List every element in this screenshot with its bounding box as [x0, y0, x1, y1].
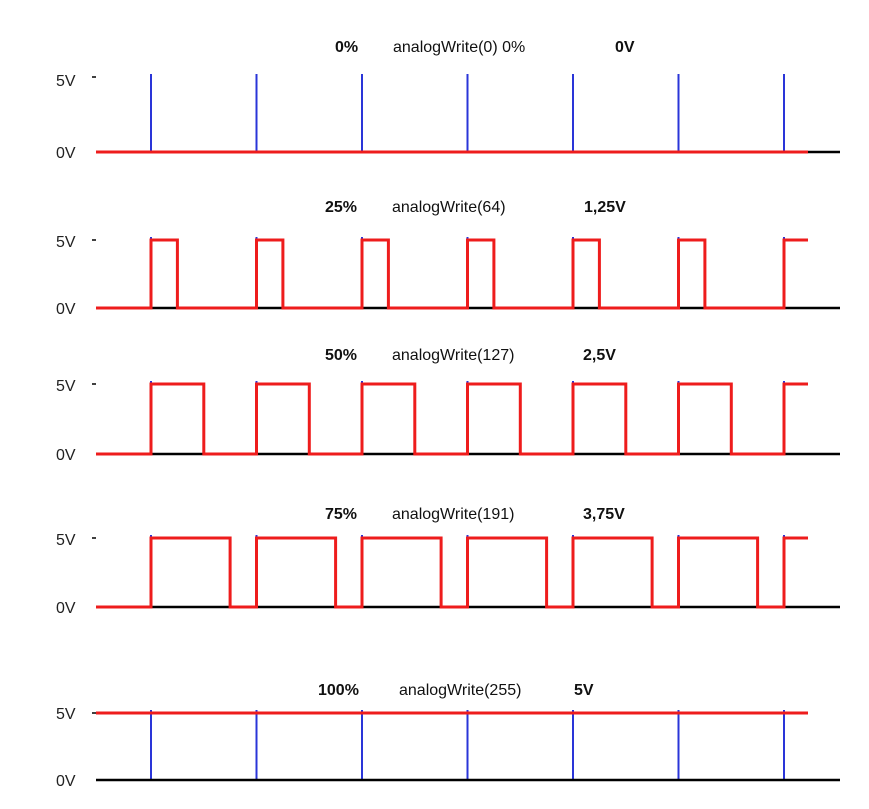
high-level-label: 5V [56, 532, 76, 549]
clock-ticks [150, 710, 785, 780]
analog-write-call-title: analogWrite(0) 0% [393, 39, 525, 56]
duty-percent-title: 75% [325, 506, 357, 523]
analog-write-call-title: analogWrite(191) [392, 506, 514, 523]
duty-percent-title: 25% [325, 199, 357, 216]
analog-write-call-title: analogWrite(64) [392, 199, 506, 216]
low-level-label: 0V [56, 145, 76, 162]
low-level-label: 0V [56, 773, 76, 790]
pwm-row-25: 25% analogWrite(64) 1,25V 5V 0V [56, 199, 840, 318]
high-level-label: 5V [56, 73, 76, 90]
duty-percent-title: 100% [318, 682, 359, 699]
voltage-title: 1,25V [584, 199, 626, 216]
low-level-label: 0V [56, 447, 76, 464]
pwm-signal-waveform [96, 536, 808, 609]
low-level-label: 0V [56, 600, 76, 617]
analog-write-call-title: analogWrite(127) [392, 347, 514, 364]
duty-percent-title: 0% [335, 39, 358, 56]
clock-ticks [150, 74, 785, 152]
voltage-title: 2,5V [583, 347, 616, 364]
low-level-label: 0V [56, 301, 76, 318]
duty-percent-title: 50% [325, 347, 357, 364]
pwm-row-0: 0% analogWrite(0) 0% 0V 5V 0V [56, 39, 840, 162]
high-level-label: 5V [56, 234, 76, 251]
high-level-label: 5V [56, 378, 76, 395]
pwm-signal-waveform [96, 382, 808, 456]
voltage-title: 5V [574, 682, 594, 699]
high-level-label: 5V [56, 706, 76, 723]
voltage-title: 0V [615, 39, 635, 56]
voltage-title: 3,75V [583, 506, 625, 523]
pwm-row-50: 50% analogWrite(127) 2,5V 5V 0V [56, 347, 840, 464]
analog-write-call-title: analogWrite(255) [399, 682, 521, 699]
pwm-signal-waveform [96, 238, 808, 310]
pwm-row-100: 100% analogWrite(255) 5V 5V 0V [56, 682, 840, 790]
pwm-row-75: 75% analogWrite(191) 3,75V 5V 0V [56, 506, 840, 617]
